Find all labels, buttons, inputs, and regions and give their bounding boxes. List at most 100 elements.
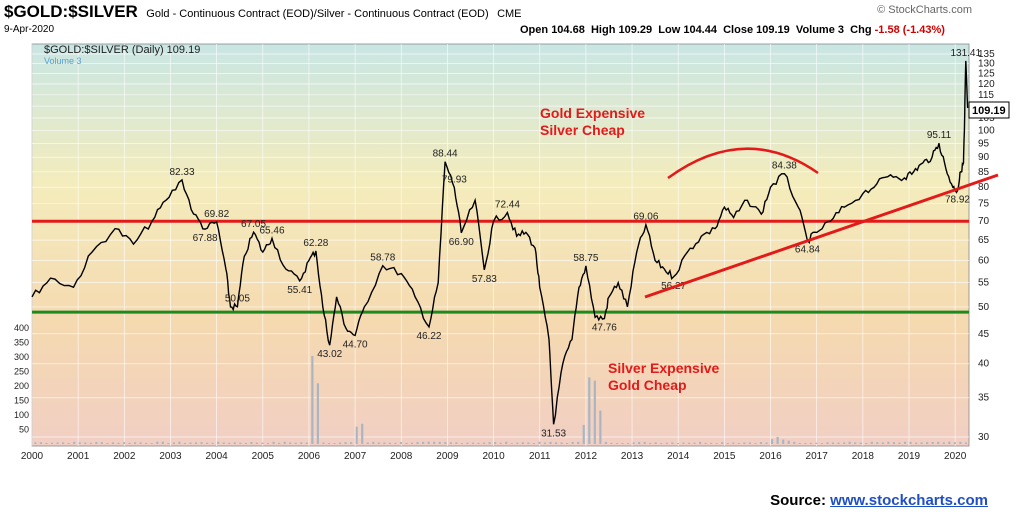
annotation-silver-expensive: Silver Expensive: [608, 360, 720, 376]
volume-bar: [759, 442, 763, 444]
volume-bar: [837, 442, 840, 444]
y-tick-label-18: 120: [978, 79, 995, 90]
volume-bar: [410, 442, 414, 444]
x-tick-label-19: 2019: [898, 451, 921, 462]
volume-bar: [45, 442, 48, 444]
volume-bar: [460, 443, 464, 444]
volume-bar: [117, 442, 120, 444]
volume-bar: [377, 442, 380, 444]
value-label-8: 43.02: [317, 349, 342, 360]
volume-bar: [638, 441, 641, 444]
y-tick-label-6: 60: [978, 255, 990, 266]
value-label-20: 69.06: [633, 212, 658, 223]
volume-bar: [388, 442, 391, 444]
volume-bar: [361, 423, 364, 444]
volume-bar: [477, 442, 480, 444]
volume-bar: [222, 442, 225, 444]
volume-bar: [715, 443, 718, 444]
volume-bar: [194, 442, 198, 444]
volume-bar: [892, 442, 896, 444]
volume-bar: [449, 442, 452, 444]
volume-bar: [920, 442, 923, 444]
volume-bar: [206, 442, 209, 444]
value-label-19: 47.76: [592, 323, 617, 334]
volume-bar: [228, 442, 231, 444]
volume-bar: [344, 442, 347, 444]
value-label-12: 88.44: [433, 149, 458, 160]
volume-bar: [211, 442, 214, 444]
value-label-18: 58.75: [573, 253, 598, 264]
volume-bar: [289, 442, 292, 444]
value-label-3: 50.05: [225, 294, 250, 305]
volume-bar: [726, 443, 729, 444]
volume-bar: [527, 442, 530, 444]
volume-bar: [516, 442, 519, 444]
symbol: $GOLD:$SILVER: [4, 2, 138, 21]
volume-bar: [78, 442, 81, 444]
volume-bar: [964, 442, 968, 444]
volume-bar: [798, 443, 801, 444]
value-label-1: 67.88: [193, 233, 218, 244]
volume-bar: [671, 442, 674, 444]
source-credit: Source: www.stockcharts.com: [770, 492, 988, 509]
volume-bar: [283, 441, 286, 444]
volume-bar: [687, 442, 691, 444]
volume-bar: [183, 442, 187, 444]
volume-bar: [682, 442, 685, 444]
volume-tick-label-2: 150: [14, 396, 29, 406]
volume-bar: [122, 442, 126, 444]
y-tick-label-7: 65: [978, 235, 990, 246]
volume-bar: [815, 442, 818, 444]
x-tick-label-7: 2007: [344, 451, 367, 462]
high-label: High: [590, 24, 616, 36]
volume-bar: [865, 442, 868, 444]
volume-bar: [959, 441, 962, 444]
volume-bar: [881, 442, 884, 444]
volume-bar: [278, 442, 281, 444]
value-label-11: 46.22: [416, 331, 441, 342]
volume-bar: [272, 441, 275, 444]
volume-bar: [394, 442, 397, 444]
volume-bar: [294, 442, 297, 444]
legend-series: $GOLD:$SILVER (Daily) 109.19: [44, 44, 200, 56]
volume-bar: [643, 441, 646, 444]
volume-bar: [34, 442, 37, 444]
volume-bar: [422, 441, 425, 444]
volume-bar: [748, 442, 752, 444]
value-label-23: 64.84: [795, 245, 820, 256]
volume-bar: [67, 443, 70, 444]
volume-bar: [322, 442, 325, 444]
volume-bar: [937, 441, 940, 444]
volume-bar: [776, 436, 779, 444]
volume-bar: [809, 442, 812, 444]
volume-bar: [560, 442, 563, 444]
volume-bar: [300, 442, 303, 444]
volume-bar: [305, 442, 308, 444]
volume-bar: [499, 442, 502, 444]
volume-bar: [510, 443, 513, 444]
volume-bar: [626, 443, 630, 444]
volume-bar: [698, 441, 702, 444]
volume-bar: [582, 424, 585, 444]
rounded-top-arc: [667, 147, 819, 180]
volume-bar: [482, 442, 486, 444]
source-link[interactable]: www.stockcharts.com: [830, 492, 988, 509]
volume-bar: [383, 442, 386, 444]
chg-label: Chg: [850, 24, 872, 36]
volume-bars: [34, 355, 968, 444]
volume-axis-ticks: 50 100 150 200 250 300 350 400: [14, 323, 29, 435]
volume-bar: [676, 443, 680, 444]
reference-lines: [32, 219, 969, 314]
volume-bar: [338, 442, 342, 444]
volume-bar: [649, 442, 652, 444]
volume-bar: [372, 441, 375, 444]
value-label-4: 67.05: [241, 219, 266, 230]
annotation-silver-cheap: Silver Cheap: [540, 122, 625, 138]
plot-background: [31, 43, 970, 447]
volume-bar: [494, 442, 497, 444]
volume-bar: [610, 442, 613, 444]
volume-tick-label-1: 100: [14, 410, 29, 420]
volume-bar: [887, 441, 890, 444]
volume-bar: [599, 410, 602, 444]
close-value: 109.19: [756, 24, 790, 36]
